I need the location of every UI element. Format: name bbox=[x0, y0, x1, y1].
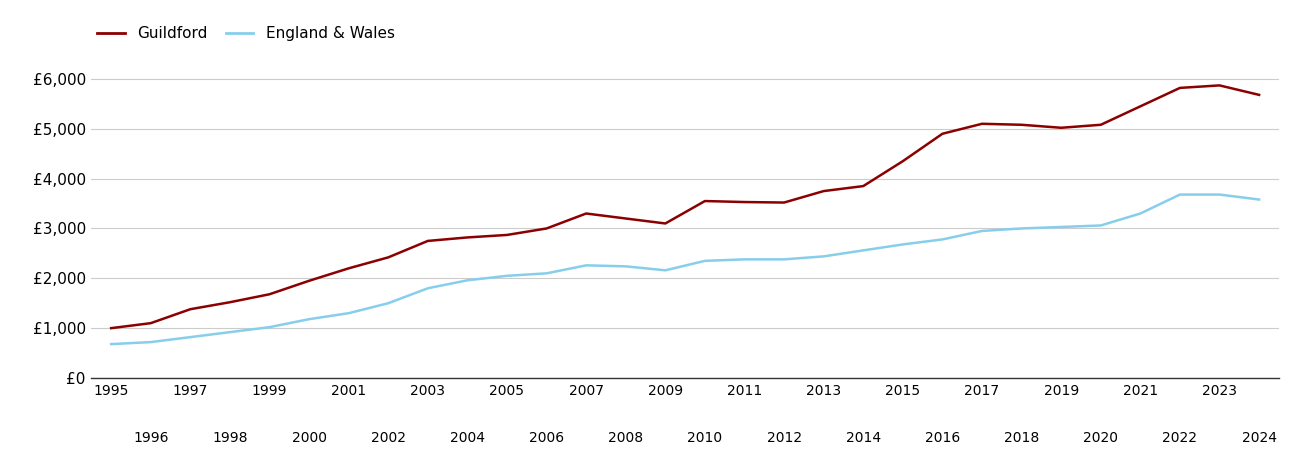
Legend: Guildford, England & Wales: Guildford, England & Wales bbox=[91, 20, 401, 48]
